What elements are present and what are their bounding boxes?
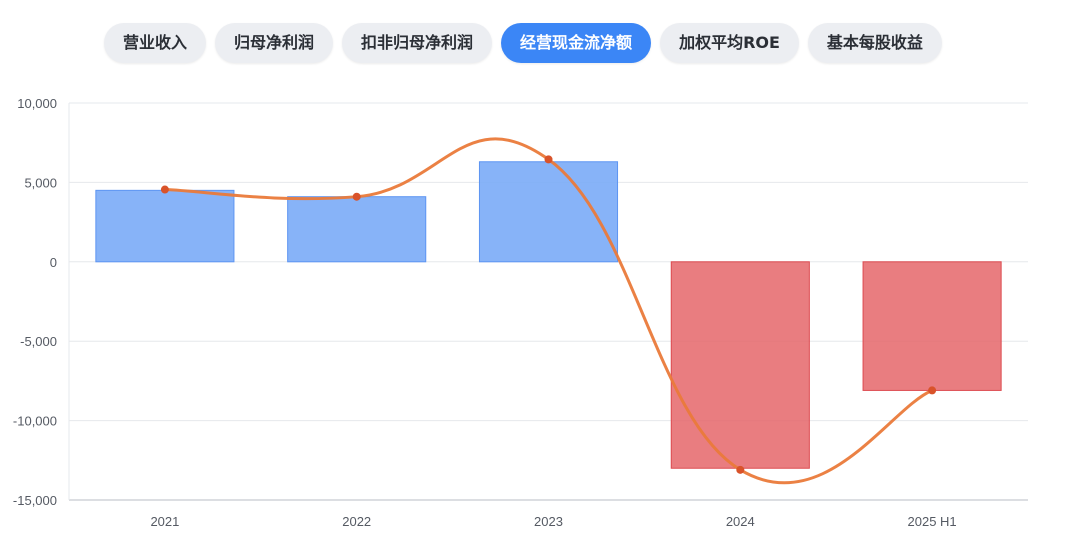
x-axis-ticks: 2021 2022 2023 2024 2025 H1 [150, 514, 956, 529]
trend-point [160, 185, 169, 194]
trend-line [163, 137, 934, 485]
trend-point [544, 155, 553, 164]
bars [95, 161, 1002, 469]
y-tick-label: -5,000 [20, 334, 57, 349]
metric-tab-bar: 营业收入 归母净利润 扣非归母净利润 经营现金流净额 加权平均ROE 基本每股收… [104, 23, 942, 63]
y-tick-label: 5,000 [24, 175, 57, 190]
bar [478, 161, 619, 263]
y-axis-ticks: 10,000 5,000 0 -5,000 -10,000 -15,000 [13, 96, 57, 508]
bar [95, 189, 235, 263]
tab-adjusted-net-profit[interactable]: 扣非归母净利润 [342, 23, 493, 63]
tab-basic-eps[interactable]: 基本每股收益 [807, 23, 942, 63]
bar [670, 261, 810, 469]
trend-point [736, 465, 745, 474]
x-tick-label: 2024 [726, 514, 755, 529]
trend-point [352, 192, 361, 201]
x-tick-label: 2023 [534, 514, 563, 529]
x-tick-label: 2021 [150, 514, 179, 529]
y-tick-label: 10,000 [17, 96, 57, 111]
tab-revenue[interactable]: 营业收入 [104, 23, 207, 63]
x-tick-label: 2022 [342, 514, 371, 529]
bar [287, 196, 427, 263]
tab-operating-cash-flow[interactable]: 经营现金流净额 [501, 23, 652, 63]
y-tick-label: -15,000 [13, 493, 57, 508]
trend-point [928, 386, 937, 395]
tab-net-profit-parent[interactable]: 归母净利润 [215, 23, 334, 63]
y-tick-label: 0 [50, 255, 57, 270]
trend-points [160, 155, 937, 474]
trend-line-layer [163, 137, 934, 485]
y-tick-label: -10,000 [13, 414, 57, 429]
tab-weighted-roe[interactable]: 加权平均ROE [660, 23, 799, 63]
bar [862, 261, 1002, 391]
x-tick-label: 2025 H1 [908, 514, 957, 529]
